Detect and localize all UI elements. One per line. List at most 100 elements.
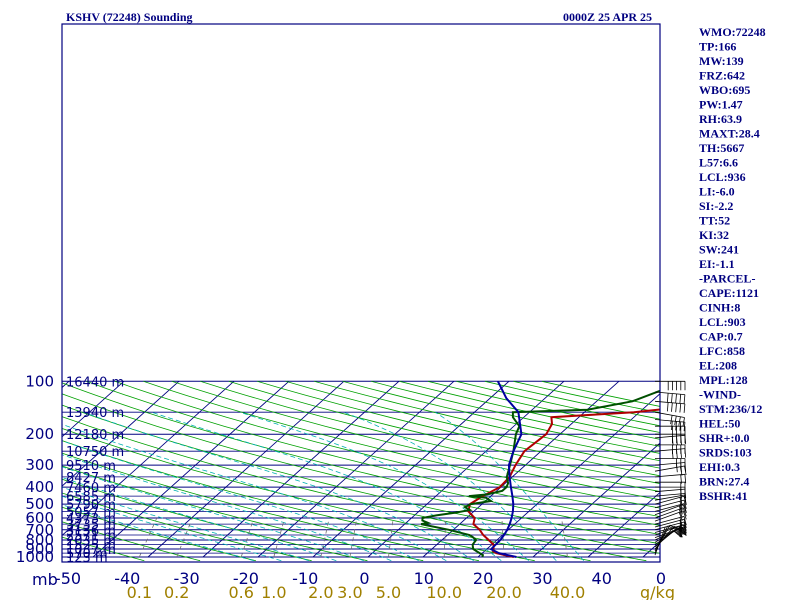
wind-barb [654, 499, 685, 509]
pressure-label: 800 [25, 531, 54, 549]
index-label: EI:-1.1 [699, 257, 735, 271]
dry-adiabat-line [62, 465, 424, 562]
dry-adiabat-line [62, 452, 479, 562]
dry-adiabat-line [171, 380, 660, 501]
wind-barb-flag [679, 504, 683, 514]
dry-adiabat-line [62, 478, 368, 562]
temperature-tick-label: -20 [233, 569, 259, 588]
temperature-tick-labels: -50 -40 -30 -20 -10 0 10 20 30 40 0 [55, 569, 666, 588]
plot-frame [61, 23, 661, 563]
mixing-ratio-tick-label: 3.0 [337, 583, 362, 600]
chart-title: KSHV (72248) Sounding [66, 10, 193, 24]
wind-barb-flag [680, 474, 682, 484]
wind-barb-flag [679, 525, 683, 535]
wind-barb-flag [684, 474, 687, 484]
index-label: EL:208 [699, 359, 737, 373]
mixing-ratio-line [176, 517, 193, 558]
index-label: WBO:695 [699, 83, 750, 97]
isotherm-line [257, 380, 455, 558]
index-label: EHI:0.3 [699, 460, 740, 474]
dry-adiabat-line [257, 380, 660, 477]
wind-barb [654, 411, 685, 418]
wind-barb [654, 516, 685, 525]
wind-barb-flag [679, 520, 683, 530]
wind-barb-flag [667, 402, 669, 412]
height-label: 3136 m [66, 524, 116, 539]
wind-barb-flag [678, 512, 683, 521]
temperature-tick-label: 40 [592, 569, 612, 588]
mixing-ratio-line [561, 517, 568, 558]
index-label: MPL:128 [699, 373, 748, 387]
wind-barb-flag [683, 516, 687, 526]
wind-barb-flag [683, 524, 687, 534]
temperature-tick-label: 10 [414, 569, 434, 588]
wind-barb [654, 524, 685, 533]
wind-barb [654, 493, 685, 497]
height-label: 5057 m [66, 505, 116, 520]
dry-adiabat-line [62, 492, 312, 562]
height-label: 12180 m [66, 428, 124, 443]
profile-lines [420, 380, 660, 558]
mixing-ratio-line [320, 517, 330, 558]
mixing-ratio-unit-label: g/kg [640, 583, 675, 600]
index-label: MAXT:28.4 [699, 127, 760, 141]
dry-adiabat-line [86, 380, 660, 526]
wind-barb-flag [683, 521, 687, 531]
pressure-unit-label: mb [32, 570, 58, 589]
moist-adiabat-line [62, 477, 337, 562]
wind-barb-flag [678, 509, 683, 518]
wind-barb-flag [671, 393, 673, 403]
index-label: FRZ:642 [699, 69, 745, 83]
moist-adiabat-line [62, 440, 419, 562]
isotherm-line [62, 380, 180, 487]
temperature-tick-label: 20 [473, 569, 493, 588]
pressure-label: 600 [25, 509, 54, 527]
wind-barb-flag [682, 417, 685, 427]
height-label: 2571 m [66, 529, 116, 544]
height-label: 13940 m [66, 406, 124, 421]
mixing-ratio-tick-label: 1.0 [261, 583, 286, 600]
mixing-ratio-tick-label: 10.0 [426, 583, 462, 600]
mixing-ratio-line [388, 517, 394, 558]
moist-adiabat-line [62, 486, 309, 562]
height-label: 9510 m [66, 459, 116, 474]
wind-barb-flag [671, 528, 679, 536]
index-label: BSHR:41 [699, 489, 748, 503]
wind-barb-flag [683, 422, 686, 432]
temperature-tick-label: 0 [656, 569, 666, 588]
height-label: 8427 m [66, 471, 116, 486]
dry-adiabat-line [285, 380, 660, 469]
index-label: HEL:50 [699, 417, 740, 431]
mixing-ratio-line [443, 517, 447, 558]
index-label: SHR+:0.0 [699, 431, 750, 445]
pressure-label: 100 [25, 372, 54, 390]
chart-subtitle: 0000Z 25 APR 25 [563, 10, 652, 24]
wind-barb [654, 510, 684, 522]
moist-adiabat-line [62, 466, 364, 562]
isotherm-line [62, 380, 235, 537]
index-label: LCL:903 [699, 315, 746, 329]
wind-barb-flag [682, 527, 687, 536]
moist-adiabat-line [83, 411, 475, 562]
wind-barb-flag [670, 415, 673, 425]
wind-barb-flag [683, 403, 686, 413]
wind-barb [654, 419, 685, 423]
mixing-ratio-tick-label: 2.0 [308, 583, 333, 600]
index-label: TT:52 [699, 214, 730, 228]
temperature-tick-label: -30 [174, 569, 200, 588]
wind-barb-flag [671, 420, 673, 431]
isotherm-line [202, 380, 400, 558]
isotherm-line [587, 491, 660, 558]
wind-barb [654, 391, 685, 395]
dry-adiabat-line [62, 428, 591, 562]
wind-barb-flag [675, 403, 677, 413]
dry-adiabat-line [314, 380, 660, 462]
index-label: WMO:72248 [699, 25, 766, 39]
wind-barb-flag [675, 393, 677, 403]
height-label: 2035 m [66, 534, 116, 549]
wind-barb [654, 503, 685, 512]
temperature-tick-label: -10 [292, 569, 318, 588]
wind-barb [654, 521, 685, 531]
dry-adiabat-line [200, 380, 660, 492]
isotherm-line [62, 380, 125, 438]
